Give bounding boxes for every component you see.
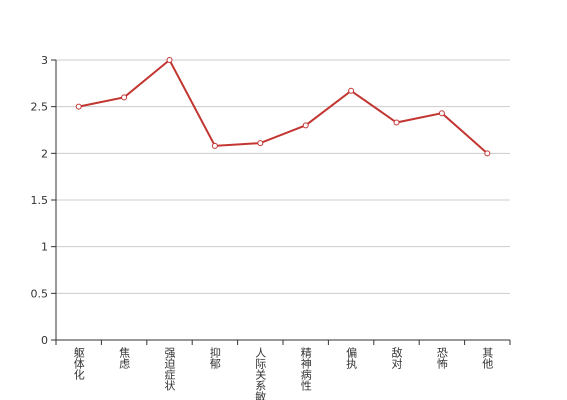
point bbox=[484, 150, 491, 157]
x-tick-label: 强迫症状 bbox=[163, 347, 176, 391]
y-tick-label: 1 bbox=[41, 241, 48, 254]
x-tick-label: 人际关系敏感 bbox=[254, 347, 267, 400]
x-tick-label: 偏执 bbox=[345, 346, 358, 370]
x-tick-label: 其他 bbox=[481, 347, 494, 369]
y-tick-label: 0.5 bbox=[31, 287, 49, 300]
point bbox=[166, 57, 173, 63]
x-tick-label: 精神病性 bbox=[299, 347, 312, 392]
point bbox=[211, 142, 218, 149]
point bbox=[438, 110, 445, 117]
x-tick-label: 恐怖 bbox=[435, 347, 448, 369]
point bbox=[75, 103, 82, 110]
line bbox=[78, 58, 488, 155]
point bbox=[393, 119, 400, 126]
y-tick-label: 2 bbox=[41, 147, 48, 160]
point bbox=[348, 87, 355, 94]
x-tick-label: 抑郁 bbox=[208, 346, 221, 369]
y-tick-label: 3 bbox=[41, 54, 48, 67]
y-tick-label: 0 bbox=[41, 334, 48, 347]
point bbox=[302, 122, 309, 129]
x-tick-label: 敌对 bbox=[390, 346, 403, 369]
y-tick-label: 1.5 bbox=[31, 194, 49, 207]
point bbox=[121, 94, 128, 101]
x-tick-label: 焦虑 bbox=[118, 347, 131, 369]
x-tick-label: 躯体化 bbox=[72, 347, 85, 381]
point bbox=[257, 140, 264, 147]
y-tick-label: 2.5 bbox=[31, 101, 49, 114]
